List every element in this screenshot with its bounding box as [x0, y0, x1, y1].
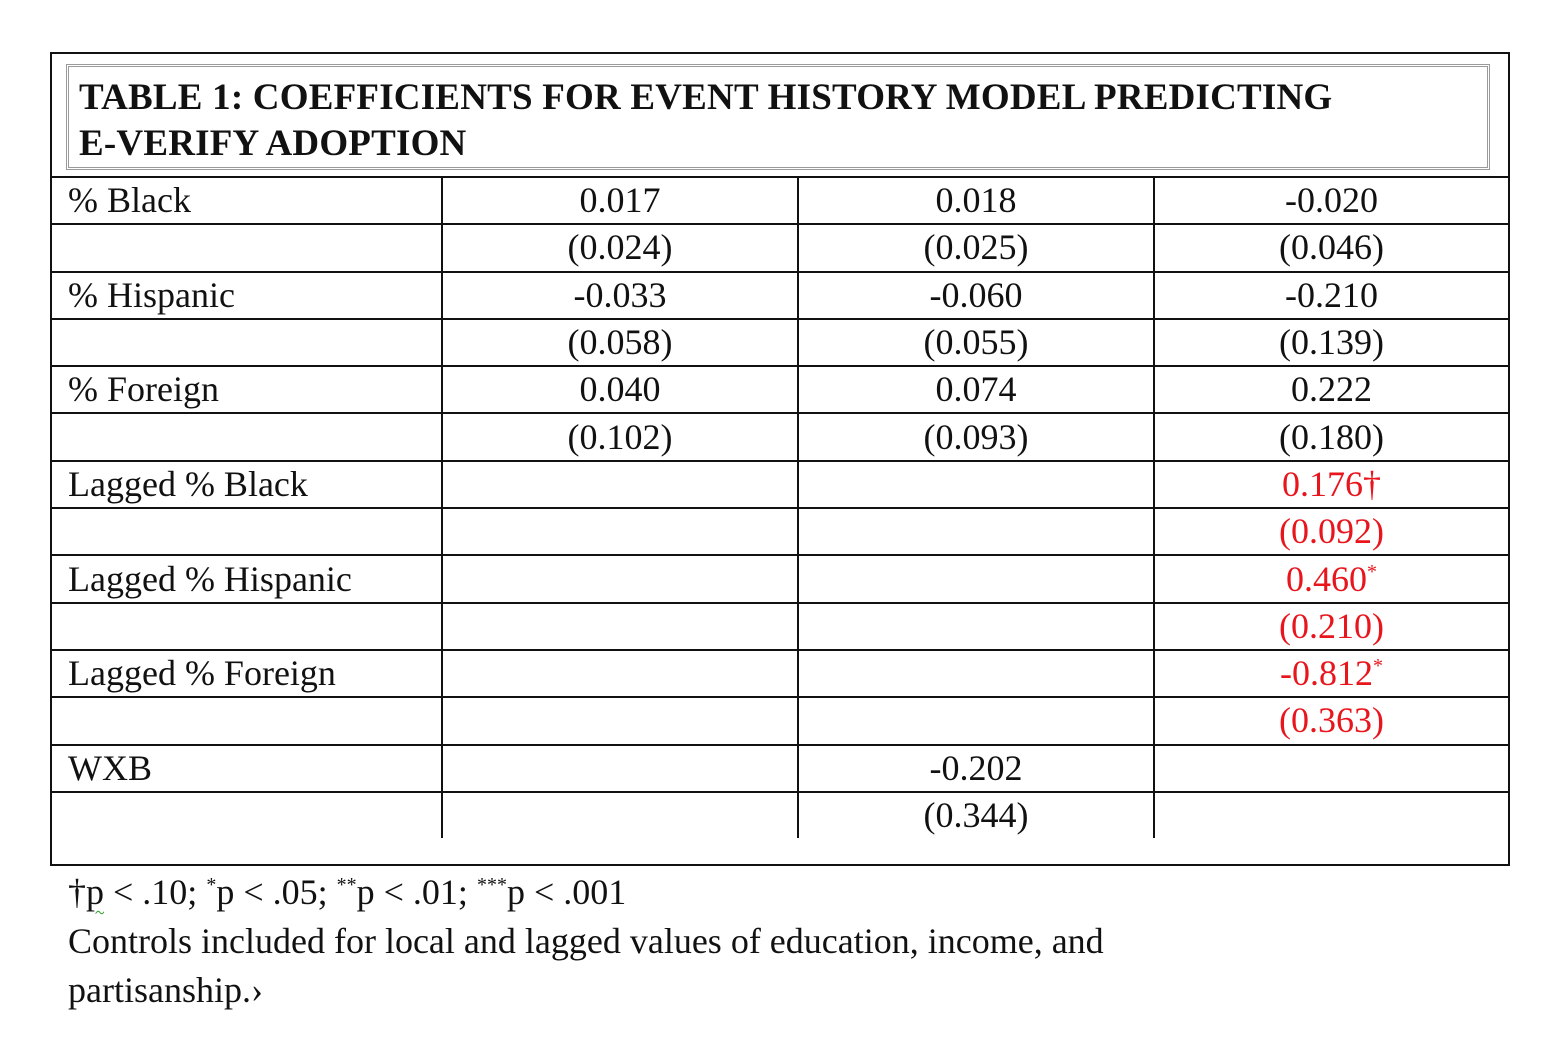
p-spellcheck: p: [86, 872, 104, 912]
table-row: (0.024) (0.025) (0.046): [52, 223, 1508, 273]
table-title-line1: TABLE 1: COEFFICIENTS FOR EVENT HISTORY …: [79, 77, 1333, 118]
significance-legend: †p < .10; *p < .05; **p < .01; ***p < .0…: [68, 868, 1488, 917]
sig-text: p < .05;: [216, 872, 337, 912]
table-row: (0.210): [52, 601, 1508, 651]
model2-cell: 0.074: [797, 365, 1155, 415]
table-row: % Foreign 0.040 0.074 0.222: [52, 365, 1508, 415]
model1-cell: [441, 507, 799, 557]
table-title-line2: E-VERIFY ADOPTION: [79, 123, 467, 164]
table-row: (0.344): [52, 790, 1508, 839]
model2-cell: 0.018: [797, 175, 1155, 226]
table-row: % Black 0.017 0.018 -0.020: [52, 175, 1508, 226]
model3-cell: (0.180): [1153, 412, 1508, 462]
coefficients-table: % Black 0.017 0.018 -0.020 (0.024) (0.02…: [52, 175, 1508, 839]
dagger-symbol: †: [68, 872, 86, 912]
significance-mark: *: [1367, 560, 1377, 583]
row-label: % Hispanic: [52, 270, 443, 320]
model2-cell: [797, 507, 1155, 557]
controls-note: Controls included for local and lagged v…: [68, 921, 1104, 1010]
sig-star: ***: [476, 874, 507, 896]
table-row: WXB -0.202: [52, 743, 1508, 793]
model2-cell: (0.093): [797, 412, 1155, 462]
row-label: [52, 790, 443, 839]
model3-cell: (0.046): [1153, 223, 1508, 273]
model1-cell: [441, 743, 799, 793]
model2-cell: (0.344): [797, 790, 1155, 839]
row-label: Lagged % Foreign: [52, 648, 443, 699]
table-row: (0.102) (0.093) (0.180): [52, 412, 1508, 462]
model2-cell: [797, 648, 1155, 699]
table-row: % Hispanic -0.033 -0.060 -0.210: [52, 270, 1508, 320]
model1-cell: (0.024): [441, 223, 799, 273]
model1-cell: (0.102): [441, 412, 799, 462]
sig-text: < .10;: [104, 872, 207, 912]
row-label: [52, 412, 443, 462]
model1-cell: -0.033: [441, 270, 799, 320]
model3-cell: 0.222: [1153, 365, 1508, 415]
model1-cell: [441, 648, 799, 699]
coef-value: 0.460: [1286, 558, 1367, 599]
row-label: [52, 317, 443, 368]
model3-cell: 0.176†: [1153, 459, 1508, 510]
row-label: [52, 696, 443, 746]
table-row: Lagged % Black 0.176†: [52, 459, 1508, 510]
model2-cell: [797, 601, 1155, 651]
model2-cell: (0.055): [797, 317, 1155, 368]
table-notes: †p < .10; *p < .05; **p < .01; ***p < .0…: [68, 868, 1488, 1015]
model3-cell: (0.092): [1153, 507, 1508, 557]
model2-cell: -0.202: [797, 743, 1155, 793]
table-row: Lagged % Foreign -0.812*: [52, 648, 1508, 699]
model3-cell: [1153, 743, 1508, 793]
row-label: % Foreign: [52, 365, 443, 415]
model3-cell: [1153, 790, 1508, 839]
row-label: % Black: [52, 175, 443, 226]
model3-cell: 0.460*: [1153, 554, 1508, 604]
model2-cell: [797, 554, 1155, 604]
row-label: [52, 223, 443, 273]
row-label: Lagged % Hispanic: [52, 554, 443, 604]
model3-cell: -0.812*: [1153, 648, 1508, 699]
row-label: [52, 507, 443, 557]
model1-cell: 0.017: [441, 175, 799, 226]
model2-cell: [797, 696, 1155, 746]
coef-value: -0.812: [1280, 653, 1373, 694]
model1-cell: [441, 554, 799, 604]
table-row: (0.363): [52, 696, 1508, 746]
model2-cell: [797, 459, 1155, 510]
row-label: [52, 601, 443, 651]
model3-cell: (0.139): [1153, 317, 1508, 368]
model2-cell: (0.025): [797, 223, 1155, 273]
sig-star: **: [336, 874, 357, 896]
model3-cell: (0.363): [1153, 696, 1508, 746]
table-row: (0.058) (0.055) (0.139): [52, 317, 1508, 368]
sig-text: p < .01;: [356, 872, 477, 912]
model1-cell: 0.040: [441, 365, 799, 415]
table-title: TABLE 1: COEFFICIENTS FOR EVENT HISTORY …: [79, 75, 1332, 167]
model2-cell: -0.060: [797, 270, 1155, 320]
table-row: (0.092): [52, 507, 1508, 557]
model1-cell: [441, 696, 799, 746]
row-label: Lagged % Black: [52, 459, 443, 510]
significance-mark: *: [1373, 655, 1383, 678]
model3-cell: (0.210): [1153, 601, 1508, 651]
model3-cell: -0.020: [1153, 175, 1508, 226]
model1-cell: (0.058): [441, 317, 799, 368]
sig-text: p < .001: [506, 872, 627, 912]
table-title-box: TABLE 1: COEFFICIENTS FOR EVENT HISTORY …: [66, 64, 1490, 170]
table-frame: TABLE 1: COEFFICIENTS FOR EVENT HISTORY …: [50, 52, 1510, 866]
row-label: WXB: [52, 743, 443, 793]
table-row: Lagged % Hispanic 0.460*: [52, 554, 1508, 604]
sig-star: *: [206, 874, 217, 896]
model1-cell: [441, 459, 799, 510]
model1-cell: [441, 601, 799, 651]
model1-cell: [441, 790, 799, 839]
model3-cell: -0.210: [1153, 270, 1508, 320]
